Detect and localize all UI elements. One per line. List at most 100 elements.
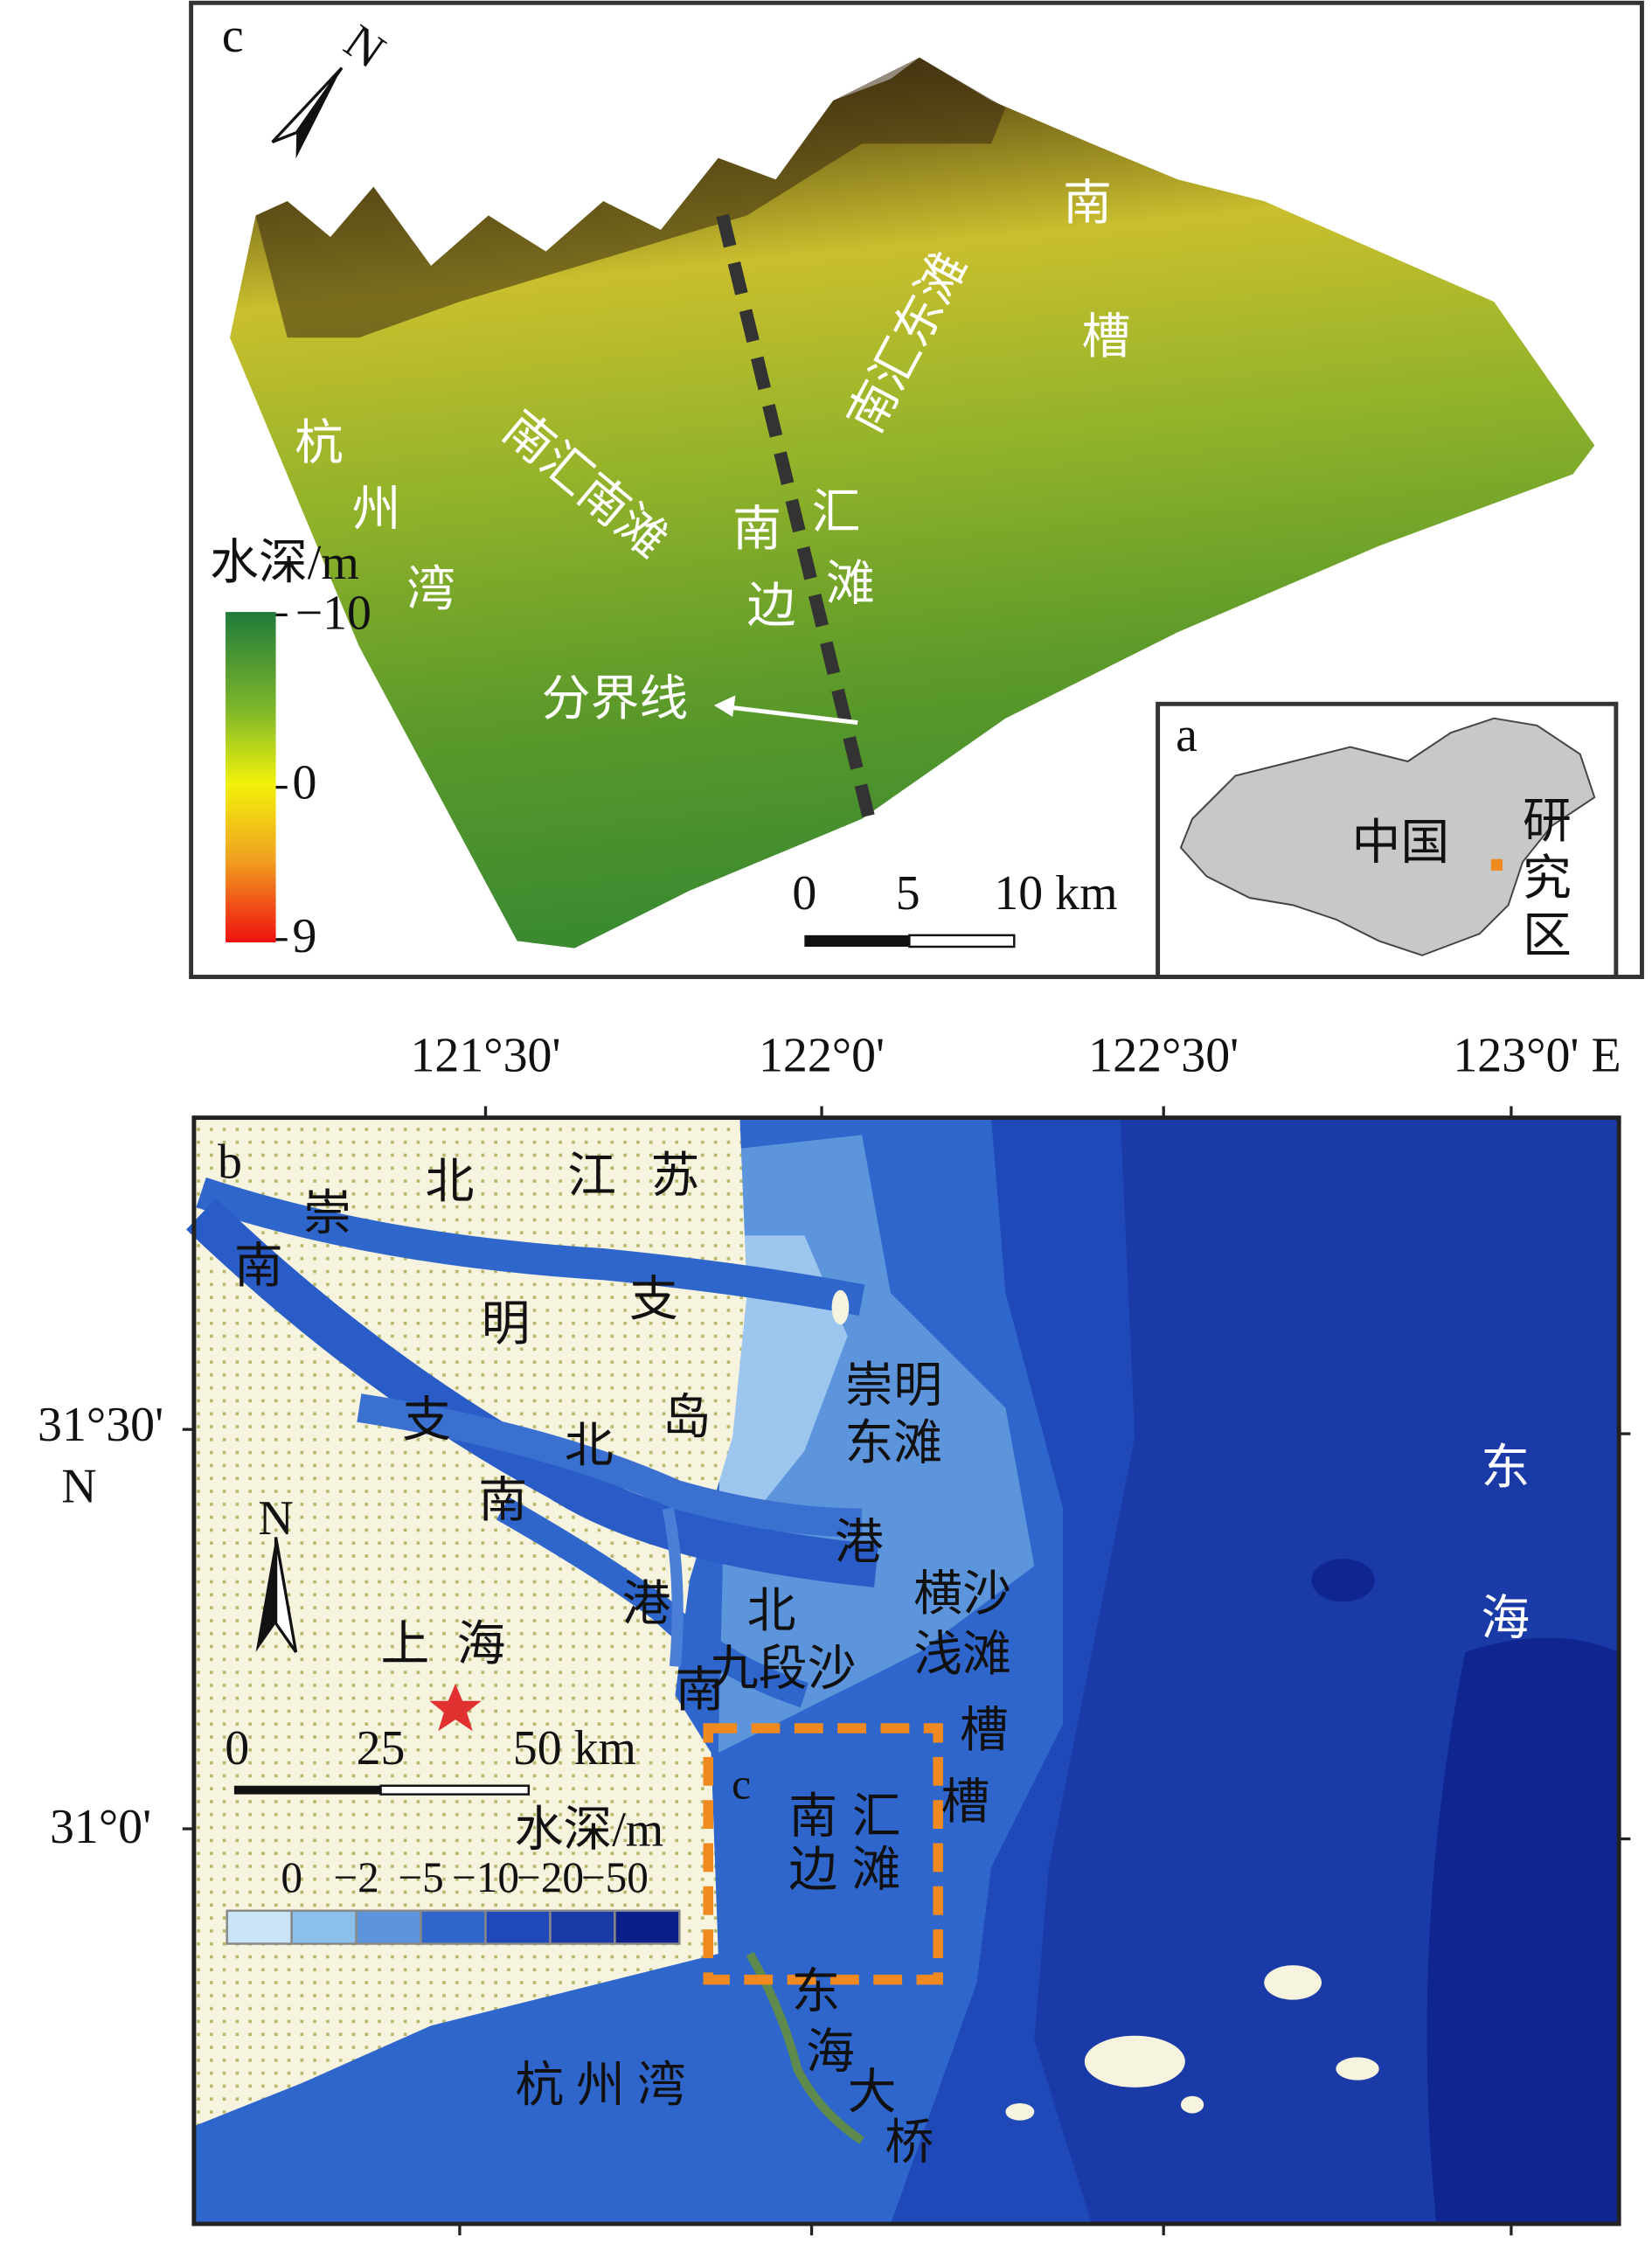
panel-label: c [222, 9, 244, 63]
place-label: 东 [1481, 1441, 1530, 1495]
map-shape [716, 213, 876, 821]
place-label: 江 [567, 1150, 616, 1204]
legend-tick-label: 9 [292, 909, 316, 963]
map-shape [1336, 2057, 1379, 2081]
legend-swatch [549, 1909, 616, 1945]
place-label: 崇 [303, 1186, 352, 1240]
map-shape [496, 1497, 809, 1708]
map-shape [908, 934, 1016, 948]
map-shape [1084, 2035, 1185, 2088]
map-shape [379, 1784, 531, 1796]
place-label: 滩 [852, 1843, 901, 1897]
panel-label: b [218, 1135, 242, 1189]
place-label: 支 [629, 1273, 678, 1327]
map-shape [229, 57, 1595, 948]
place-label: 州 [352, 483, 401, 537]
place-label: 浅滩 [913, 1628, 1011, 1682]
map-shape [186, 1198, 878, 1587]
legend-swatch [355, 1909, 422, 1945]
legend-tick-label: −5 [398, 1853, 443, 1901]
place-label: 苏 [651, 1150, 700, 1204]
map-shape [703, 1723, 943, 1985]
place-label: 槽 [1082, 310, 1131, 365]
map-shape [193, 1117, 747, 2127]
scale-tick-label: 25 [357, 1721, 406, 1775]
map-shape [804, 934, 910, 948]
place-label: 滩 [826, 558, 875, 612]
lon-tick-label: 121°30' [410, 1029, 560, 1083]
place-label: 明 [482, 1297, 531, 1351]
place-label: 汇 [812, 485, 861, 539]
map-shape [196, 1177, 865, 1317]
map-shape [429, 1684, 482, 1732]
group: 崇北江苏南明 支崇明东滩岛支 北南港横沙浅滩港 北九段沙上 海南槽c南 汇边 滩槽东海大桥杭… [234, 1150, 1530, 2171]
legend-tick-label: −10 [452, 1853, 519, 1901]
lon-tick-label: 122°0' [759, 1029, 885, 1083]
group [182, 1106, 1631, 2236]
place-label: 大 [848, 2066, 897, 2120]
place-label: 杭 [295, 417, 344, 471]
place-label: 东 [792, 1965, 841, 2019]
place-label: 研 [1523, 795, 1572, 849]
map-shape [271, 66, 344, 143]
legend-swatch [420, 1909, 487, 1945]
scale-tick-label: 50 km [513, 1721, 636, 1775]
legend-swatch [484, 1909, 552, 1945]
scale-tick-label: 10 km [994, 866, 1117, 921]
map-shape [191, 1115, 1621, 2227]
place-label: 横沙 [913, 1567, 1011, 1622]
place-label: 九段沙 [710, 1642, 857, 1696]
place-label: 边 [788, 1843, 837, 1897]
place-label: 南 [478, 1474, 527, 1528]
map-shape [1264, 1965, 1322, 2000]
place-label: 究 [1523, 852, 1572, 907]
map-shape [1311, 1559, 1375, 1602]
place-label: 桥 [885, 2116, 934, 2171]
place-label: 上 [381, 1617, 430, 1671]
panel-label: a [1176, 708, 1197, 762]
place-label: 槽 [960, 1704, 1009, 1758]
place-label: 北 [747, 1585, 796, 1639]
map-shape [725, 705, 858, 726]
legend-swatch [226, 1909, 293, 1945]
place-label: 汇 [852, 1790, 901, 1845]
place-label: 北 [565, 1420, 614, 1474]
legend-tick-label: 0 [281, 1853, 302, 1901]
legend-swatch [290, 1909, 357, 1945]
legend-tick-label: −50 [581, 1853, 649, 1901]
place-label: 港 [835, 1516, 884, 1570]
group [255, 1537, 298, 1653]
place-label: 海 [806, 2025, 855, 2080]
legend-tick-label: −10 [295, 586, 371, 640]
map-shape [226, 612, 276, 943]
place-label: 槽 [941, 1775, 989, 1830]
place-label: 崇明 [844, 1359, 942, 1414]
place-label: 支 [402, 1393, 451, 1448]
map-shape [1490, 858, 1503, 871]
lat-unit: N [61, 1460, 96, 1514]
place-label: 东滩 [844, 1416, 942, 1470]
place-label: 湾 [406, 563, 455, 617]
place-label: 北 [425, 1155, 474, 1209]
legend-swatch [614, 1909, 681, 1945]
map-shape [233, 1785, 381, 1795]
map-shape [662, 1507, 684, 1667]
place-label: 南 [788, 1790, 837, 1845]
place-label: 南 [675, 1664, 724, 1718]
north-label: N [258, 1491, 293, 1546]
place-label: 中国 [1352, 816, 1450, 870]
scale-tick-label: 5 [896, 866, 920, 921]
map-shape [357, 1393, 863, 1538]
lat-tick-label: 31°30' [38, 1398, 163, 1452]
lon-tick-label: 123°0' E [1453, 1029, 1621, 1083]
scale-tick-label: 0 [792, 866, 816, 921]
lon-tick-label: 122°30' [1088, 1029, 1239, 1083]
map-shape [831, 1289, 850, 1325]
legend-tick-label: −20 [517, 1853, 584, 1901]
place-label: 岛 [663, 1391, 711, 1445]
place-label: 边 [747, 579, 796, 633]
map-shape [713, 695, 736, 718]
place-label: 海 [457, 1617, 506, 1671]
legend-title: 水深/m [514, 1803, 663, 1857]
